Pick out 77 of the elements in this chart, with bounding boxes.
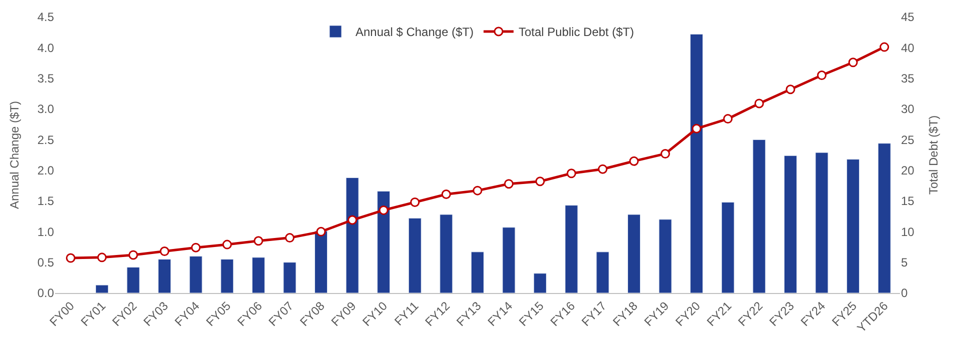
point (880, 42, 890, 52)
y2-tick-label: 0 (901, 286, 908, 300)
y2-tick-label: 15 (901, 194, 915, 208)
point (566, 168, 576, 178)
point (817, 70, 827, 80)
y-tick-label: 2.0 (37, 164, 54, 178)
bar (721, 202, 734, 293)
bar (283, 262, 296, 293)
y2-tick-label: 10 (901, 224, 915, 239)
legend-label: Total Public Debt ($T) (518, 25, 634, 40)
point (692, 124, 702, 134)
point (598, 164, 608, 174)
bar (95, 284, 108, 293)
y-tick-label: 4.5 (37, 10, 54, 24)
y-tick-label: 0.0 (37, 286, 54, 300)
bar (189, 256, 202, 293)
point (222, 240, 232, 250)
point (378, 205, 388, 215)
y-tick-label: 3.5 (37, 72, 54, 86)
y-tick-label: 4.0 (37, 40, 54, 55)
legend-label: Annual $ Change ($T) (356, 25, 474, 40)
bar (658, 219, 672, 293)
bar (502, 227, 516, 293)
bar (252, 257, 265, 293)
point (786, 84, 796, 94)
bar (126, 266, 140, 293)
y-tick-label: 0.5 (37, 256, 54, 270)
point (629, 156, 639, 166)
bar (627, 214, 640, 293)
point (660, 149, 670, 159)
y-tick-label: 1.5 (37, 194, 54, 208)
point (348, 215, 358, 225)
point (848, 58, 858, 68)
bar (534, 273, 547, 293)
point (504, 179, 514, 189)
point (472, 186, 482, 196)
bar (846, 159, 860, 293)
point (254, 236, 264, 246)
bar (346, 177, 359, 293)
y2-tick-label: 20 (901, 164, 915, 178)
point (160, 246, 170, 256)
y2-tick-label: 45 (901, 10, 915, 24)
bar (878, 143, 891, 293)
y-tick-label: 3.0 (37, 102, 54, 116)
bar (752, 139, 766, 293)
bar (408, 218, 422, 293)
point (754, 98, 764, 108)
y2-tick-label: 35 (901, 72, 915, 86)
y2-tick-label: 25 (901, 132, 915, 147)
point (535, 176, 545, 186)
point (191, 242, 201, 252)
y2-tick-label: 40 (901, 40, 915, 55)
point (128, 250, 138, 260)
point (284, 233, 294, 243)
point (441, 190, 451, 199)
bar (314, 230, 328, 293)
point (97, 252, 107, 262)
bar (377, 190, 390, 293)
bar (158, 259, 172, 293)
bar (440, 214, 453, 293)
bar (784, 155, 797, 293)
point (316, 226, 326, 236)
bar (815, 152, 828, 293)
bar (596, 252, 610, 293)
y2-axis-title: Total Debt ($T) (926, 115, 941, 195)
bar (564, 205, 578, 293)
y-tick-label: 2.5 (37, 132, 54, 147)
point (723, 114, 733, 124)
bar (220, 259, 234, 293)
point (66, 253, 76, 263)
y-tick-label: 1.0 (37, 224, 54, 239)
y-axis-title: Annual Change ($T) (8, 100, 22, 210)
bar (470, 252, 484, 293)
bar (690, 34, 704, 293)
point (410, 197, 420, 207)
y2-tick-label: 5 (901, 256, 908, 270)
y2-tick-label: 30 (901, 102, 915, 116)
